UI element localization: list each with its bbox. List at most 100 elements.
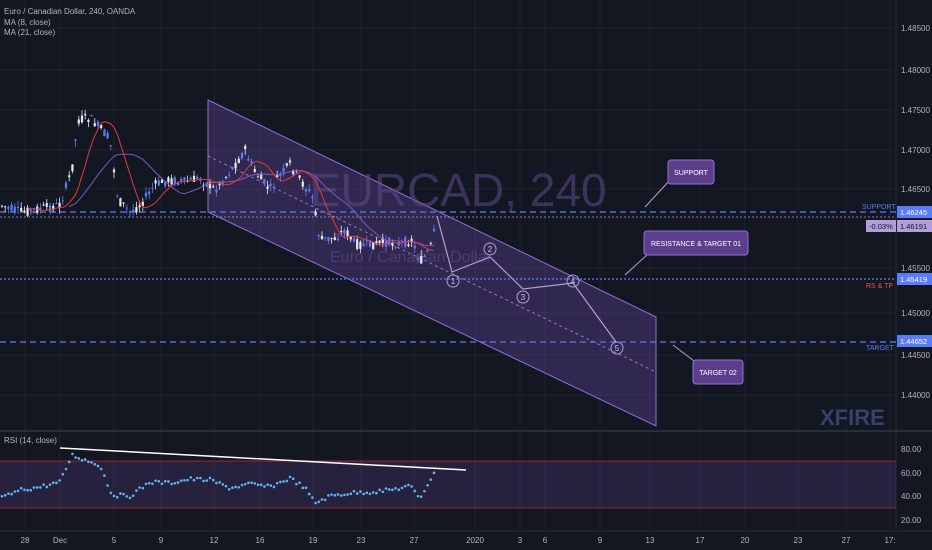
price-tick-label: 1.47500 xyxy=(901,106,930,115)
rsi-point xyxy=(371,491,375,494)
candle-body xyxy=(346,230,349,237)
rsi-point xyxy=(138,486,141,489)
target-price-label: 1.44652 xyxy=(900,337,927,346)
rsi-point xyxy=(106,484,109,487)
rsi-point xyxy=(176,481,180,484)
rsi-point xyxy=(423,489,426,493)
candle-body xyxy=(266,186,269,189)
rsi-point xyxy=(7,492,10,495)
candle-body xyxy=(269,183,272,186)
rsi-point xyxy=(10,492,13,496)
time-tick-label: 23 xyxy=(357,536,366,545)
callout-resistance-target-01[interactable]: RESISTANCE & TARGET 01 xyxy=(624,230,749,276)
candle-body xyxy=(416,258,420,260)
rsi-point xyxy=(131,494,135,497)
candle-body xyxy=(116,195,119,197)
rsi-point xyxy=(208,476,212,480)
rsi-point xyxy=(167,480,170,483)
svg-text:TARGET 02: TARGET 02 xyxy=(699,370,737,377)
wave-projection[interactable] xyxy=(436,215,617,343)
rsi-label: RSI (14, close) xyxy=(4,436,57,445)
candle-body xyxy=(4,206,7,208)
time-tick-label: 5 xyxy=(112,536,117,545)
svg-text:RESISTANCE & TARGET 01: RESISTANCE & TARGET 01 xyxy=(651,241,741,248)
rsi-point xyxy=(269,484,273,487)
candle-body xyxy=(221,181,224,185)
candle-body xyxy=(263,179,266,185)
candle-body xyxy=(0,205,4,207)
time-tick-label: 28 xyxy=(21,536,30,545)
candle-body xyxy=(212,186,215,188)
rsi-point xyxy=(103,474,106,477)
candle-body xyxy=(352,238,356,242)
candle-body xyxy=(327,237,330,242)
price-tick-label: 1.46500 xyxy=(901,185,930,194)
change-label: -0.03% xyxy=(869,222,893,231)
candle-body xyxy=(176,181,180,186)
candle-body xyxy=(135,207,138,213)
rsi-point xyxy=(336,493,340,496)
candle-body xyxy=(311,196,314,199)
candle-body xyxy=(256,176,260,178)
price-tick-label: 1.48500 xyxy=(901,24,930,33)
callout-support[interactable]: SUPPORT xyxy=(644,159,715,208)
candle-body xyxy=(202,184,205,186)
time-tick-label: 3 xyxy=(518,536,523,545)
rsi-point xyxy=(163,479,167,483)
rsi-point xyxy=(237,485,241,489)
price-tick-label: 1.48000 xyxy=(901,66,930,75)
candle-body xyxy=(394,247,397,249)
legend-ma-21[interactable]: MA (21, close) xyxy=(4,28,56,37)
rsi-point xyxy=(71,452,74,456)
time-tick-label: 27 xyxy=(410,536,419,545)
rsi-point xyxy=(109,491,113,495)
callout-target-02[interactable]: TARGET 02 xyxy=(672,344,744,385)
rsi-point xyxy=(403,484,407,488)
candle-body xyxy=(100,125,103,128)
candle-body xyxy=(36,206,39,214)
wave-label-1: 1 xyxy=(446,274,460,288)
rsi-point xyxy=(330,493,333,496)
rsi-point xyxy=(227,487,231,491)
rsi-divergence-trendline[interactable] xyxy=(59,447,467,471)
rsi-point xyxy=(317,500,321,504)
candle-body xyxy=(372,242,375,250)
svg-text:4: 4 xyxy=(571,277,576,286)
candle-body xyxy=(144,192,148,197)
rsi-point xyxy=(90,461,93,464)
rsi-point xyxy=(429,478,433,481)
legend-ma-8[interactable]: MA (8, close) xyxy=(4,18,51,27)
wave-label-5: 5 xyxy=(610,341,624,355)
candle-body xyxy=(80,115,84,123)
candle-body xyxy=(71,164,74,172)
symbol-title[interactable]: Euro / Canadian Dollar, 240, OANDA xyxy=(4,7,136,16)
candle-body xyxy=(244,145,247,149)
rsi-point xyxy=(295,482,298,486)
candle-body xyxy=(240,152,244,159)
rsi-point xyxy=(282,480,285,483)
time-tick-label: 12 xyxy=(210,536,219,545)
rsi-point xyxy=(400,486,404,490)
candle-body xyxy=(330,237,333,239)
candle-body xyxy=(170,178,173,185)
rsi-point xyxy=(13,490,17,493)
candle-body xyxy=(301,181,304,187)
candle-body xyxy=(138,205,141,208)
rsi-point xyxy=(221,483,225,486)
price-axis-bg xyxy=(896,0,932,530)
price-tick-label: 1.45500 xyxy=(901,264,930,273)
rsi-point xyxy=(343,493,346,497)
rsi-point xyxy=(128,496,132,500)
rsi-point xyxy=(266,483,269,486)
candle-body xyxy=(106,132,109,139)
rsi-point xyxy=(391,488,394,492)
rsi-band xyxy=(0,461,896,508)
rsi-point xyxy=(160,482,164,486)
candle-body xyxy=(320,235,324,240)
svg-text:2: 2 xyxy=(488,245,493,254)
candle-body xyxy=(359,241,362,249)
rsi-point xyxy=(215,481,218,485)
rsi-point xyxy=(55,481,58,485)
candle-body xyxy=(378,240,381,243)
